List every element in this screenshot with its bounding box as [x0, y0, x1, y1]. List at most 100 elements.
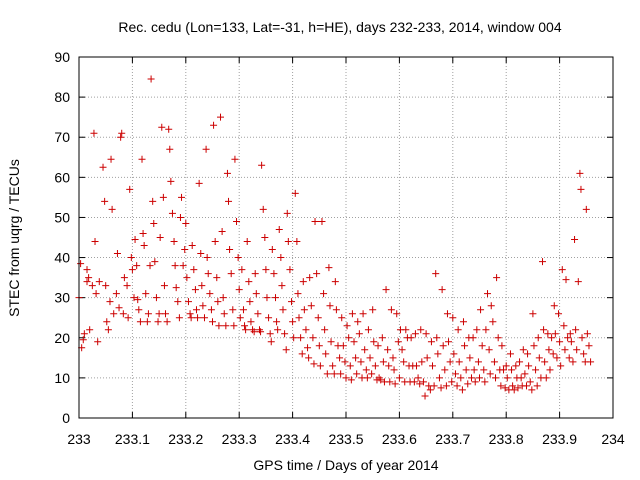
data-point — [175, 314, 183, 322]
data-point — [362, 366, 370, 374]
data-point — [281, 330, 289, 338]
data-point — [574, 278, 582, 286]
data-point — [497, 382, 505, 390]
data-point — [438, 286, 446, 294]
data-point — [421, 392, 429, 400]
data-point — [484, 290, 492, 298]
chart-title: Rec. cedu (Lon=133, Lat=-31, h=HE), days… — [118, 19, 561, 35]
data-point — [489, 318, 497, 326]
data-point — [294, 290, 302, 298]
data-point — [476, 374, 483, 382]
data-point — [487, 302, 495, 310]
data-point — [107, 155, 115, 163]
data-point — [314, 314, 322, 322]
data-point — [214, 298, 222, 306]
data-point — [454, 326, 462, 334]
data-point — [254, 310, 262, 318]
data-point — [302, 326, 310, 334]
data-point — [83, 266, 91, 274]
data-point — [345, 334, 353, 342]
data-point — [336, 354, 344, 362]
data-point — [553, 354, 561, 362]
data-point — [347, 376, 355, 384]
data-point — [352, 354, 360, 362]
data-point — [587, 358, 595, 366]
data-point — [450, 350, 458, 358]
data-point — [539, 258, 547, 266]
data-point — [455, 358, 463, 366]
data-point — [184, 298, 192, 306]
data-point — [91, 238, 99, 246]
data-points — [75, 75, 595, 400]
data-point — [103, 318, 111, 326]
data-point — [585, 342, 593, 350]
data-point — [300, 306, 308, 314]
data-point — [533, 382, 541, 390]
x-tick-label: 233.2 — [168, 431, 203, 447]
data-point — [321, 326, 329, 334]
data-point — [218, 227, 226, 235]
data-point — [298, 350, 306, 358]
data-point — [442, 382, 450, 390]
x-tick-label: 233.8 — [489, 431, 524, 447]
data-point — [242, 326, 250, 334]
data-point — [198, 282, 206, 290]
data-point — [192, 306, 200, 314]
data-point — [549, 350, 557, 358]
data-point — [364, 326, 372, 334]
data-point — [88, 282, 96, 290]
data-point — [159, 193, 167, 201]
data-point — [551, 330, 559, 338]
data-point — [134, 296, 142, 304]
data-point — [577, 185, 585, 193]
data-point — [366, 354, 374, 362]
data-point — [217, 113, 225, 121]
data-point — [313, 270, 321, 278]
data-point — [295, 314, 303, 322]
data-point — [493, 274, 501, 282]
data-point — [126, 185, 134, 193]
data-point — [265, 314, 273, 322]
data-point — [382, 286, 390, 294]
data-point — [433, 334, 441, 342]
data-point — [508, 366, 516, 374]
data-point — [178, 193, 186, 201]
data-point — [140, 242, 148, 250]
x-tick-label: 233.4 — [275, 431, 310, 447]
data-point — [274, 326, 282, 334]
data-point — [284, 238, 292, 246]
data-point — [226, 246, 234, 254]
data-point — [350, 338, 358, 346]
data-point — [342, 374, 350, 382]
data-point — [127, 254, 135, 262]
data-point — [195, 179, 203, 187]
data-point — [258, 161, 266, 169]
x-tick-label: 234 — [601, 431, 625, 447]
data-point — [434, 350, 442, 358]
data-point — [474, 358, 482, 366]
data-point — [494, 334, 502, 342]
y-tick-label: 0 — [62, 410, 70, 426]
data-point — [162, 310, 170, 318]
data-point — [243, 238, 251, 246]
data-point — [327, 338, 335, 346]
data-point — [251, 270, 259, 278]
data-point — [329, 362, 337, 370]
data-point — [535, 354, 543, 362]
data-point — [530, 342, 538, 350]
data-point — [227, 270, 235, 278]
data-point — [540, 326, 548, 334]
data-point — [555, 310, 563, 318]
data-point — [128, 266, 136, 274]
data-point — [166, 145, 174, 153]
data-point — [357, 358, 365, 366]
data-point — [241, 322, 249, 330]
data-point — [426, 386, 434, 394]
data-point — [485, 346, 493, 354]
data-point — [315, 342, 323, 350]
data-point — [297, 334, 305, 342]
data-point — [210, 121, 218, 129]
data-point — [359, 310, 367, 318]
data-point — [154, 318, 162, 326]
data-point — [481, 378, 489, 386]
